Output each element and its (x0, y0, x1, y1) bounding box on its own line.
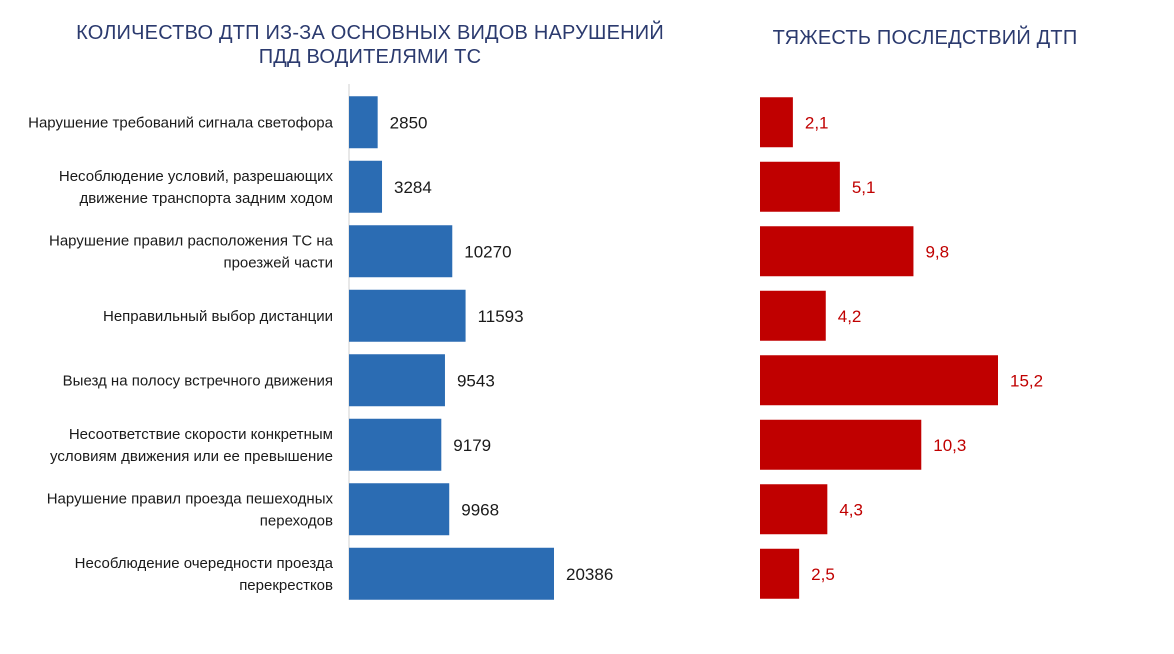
left-bar (349, 483, 450, 536)
right-bar (760, 290, 826, 341)
left-value-label: 9543 (457, 371, 495, 390)
left-bar (349, 160, 383, 213)
right-bar (760, 419, 922, 470)
right-bar (760, 97, 793, 148)
left-chart-title-line-2: ПДД ВОДИТЕЛЯМИ ТС (258, 46, 482, 68)
category-label: Нарушение требований сигнала светофора (28, 114, 334, 131)
category-label: Несоответствие скорости конкретным (69, 426, 333, 443)
left-bar (349, 289, 466, 342)
left-value-label: 20386 (566, 565, 613, 584)
right-bar (760, 355, 998, 406)
left-bar (349, 354, 445, 407)
left-value-label: 2850 (390, 113, 428, 132)
category-label: Выезд на полосу встречного движения (63, 372, 333, 389)
left-value-label: 3284 (394, 178, 432, 197)
left-chart-title: КОЛИЧЕСТВО ДТП ИЗ-ЗА ОСНОВНЫХ ВИДОВ НАРУ… (60, 21, 680, 69)
category-label: движение транспорта задним ходом (79, 190, 333, 207)
category-label: перекрестков (239, 577, 333, 594)
left-value-label: 10270 (464, 242, 511, 261)
right-value-label: 4,3 (839, 500, 863, 519)
left-value-label: 9968 (461, 500, 499, 519)
right-bar (760, 226, 914, 277)
right-bar (760, 548, 800, 599)
category-label: Несоблюдение очередности проезда (75, 555, 334, 572)
left-bar (349, 547, 554, 600)
left-bar (349, 225, 453, 278)
category-label: условиям движения или ее превышение (50, 448, 333, 465)
right-value-label: 10,3 (933, 436, 966, 455)
right-value-label: 9,8 (925, 242, 949, 261)
right-bar (760, 484, 828, 535)
left-value-label: 11593 (478, 307, 524, 326)
category-label: переходов (260, 512, 333, 529)
category-label: проезжей части (223, 254, 333, 271)
category-label: Нарушение правил расположения ТС на (49, 232, 334, 249)
right-value-label: 5,1 (852, 178, 876, 197)
left-value-label: 9179 (453, 436, 491, 455)
right-chart-title: ТЯЖЕСТЬ ПОСЛЕДСТВИЙ ДТП (772, 27, 1078, 49)
left-chart-title-line-1: КОЛИЧЕСТВО ДТП ИЗ-ЗА ОСНОВНЫХ ВИДОВ НАРУ… (76, 22, 664, 44)
category-label: Несоблюдение условий, разрешающих (59, 168, 334, 185)
right-bar (760, 161, 840, 212)
right-value-label: 2,1 (805, 113, 829, 132)
left-bar (349, 96, 378, 149)
left-bar (349, 418, 442, 471)
category-label: Неправильный выбор дистанции (103, 308, 333, 325)
right-value-label: 4,2 (838, 307, 862, 326)
category-label: Нарушение правил проезда пешеходных (47, 490, 334, 507)
right-value-label: 2,5 (811, 565, 835, 584)
right-value-label: 15,2 (1010, 371, 1043, 390)
